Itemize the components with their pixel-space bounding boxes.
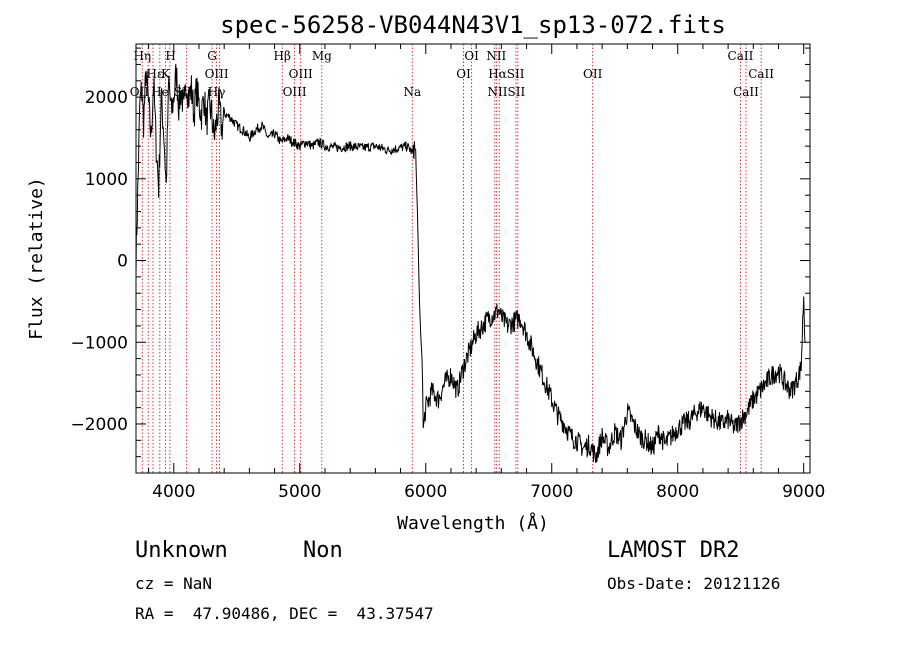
line-label-23: CaII [733,85,759,99]
line-label-13: HαSII [488,67,525,81]
y-tick-label-1: −1000 [70,333,128,353]
line-label-19: Hγ [208,85,226,99]
line-label-12: OI [456,67,471,81]
line-label-8: K [161,67,171,81]
line-label-21: Na [403,85,421,99]
line-label-9: Hε [147,67,164,81]
line-label-10: OIII [205,67,229,81]
line-label-14: OII [583,67,603,81]
y-axis-label: Flux (relative) [26,177,47,340]
line-label-11: OIII [289,67,313,81]
coordinates-label: RA = 47.90486, DEC = 43.37547 [135,604,434,623]
line-label-17: He [151,85,169,99]
subclass-label: Non [303,538,343,563]
x-tick-label-7000: 7000 [530,482,573,502]
x-axis-label: Wavelength (Å) [397,512,549,534]
y-tick-label-3: 1000 [85,170,128,190]
x-tick-label-8000: 8000 [656,482,699,502]
line-label-22: NIISII [488,85,526,99]
x-tick-label-6000: 6000 [404,482,447,502]
y-tick-label-2: 0 [117,252,128,272]
line-label-0: Hη [133,49,151,63]
line-label-5: OI [464,49,479,63]
plot-frame [135,43,811,474]
x-tick-label-4000: 4000 [152,482,195,502]
spectrum-line [136,63,806,463]
x-tick-label-9000: 9000 [782,482,825,502]
object-type-label: Unknown [135,538,228,563]
line-label-2: G [207,49,217,63]
line-label-3: Hβ [274,49,291,63]
y-tick-label-0: −2000 [70,415,128,435]
redshift-label: cz = NaN [135,574,213,593]
line-label-15: CaII [748,67,774,81]
survey-label: LAMOST DR2 [607,538,740,563]
y-tick-label-4: 2000 [85,88,128,108]
chart-title: spec-56258-VB044N43V1_sp13-072.fits [220,11,726,39]
line-label-20: OIII [283,85,307,99]
line-label-1: H [165,49,175,63]
obs-date-label: Obs-Date: 20121126 [607,574,781,593]
line-label-4: Mg [312,49,332,63]
line-label-7: CaII [728,49,754,63]
x-tick-label-5000: 5000 [278,482,321,502]
line-label-6: NII [486,49,506,63]
